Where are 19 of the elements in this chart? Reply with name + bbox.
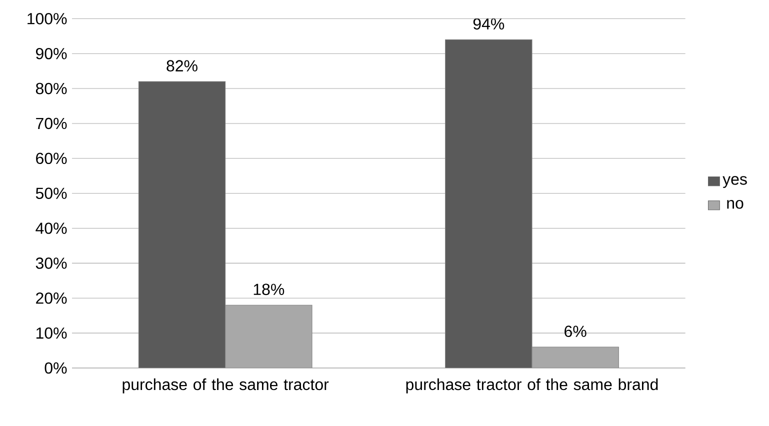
data-label: 18% xyxy=(254,284,284,296)
y-tick-label: 20% xyxy=(36,292,67,304)
y-tick-label: 100% xyxy=(28,13,67,24)
y-tick-label: 90% xyxy=(36,48,67,60)
y-tick-label: 80% xyxy=(36,82,67,94)
y-tick-label: 60% xyxy=(36,152,67,164)
legend-label: no xyxy=(727,200,744,209)
x-tick-label: purchase tractor of the same brand xyxy=(406,378,658,394)
data-label: 82% xyxy=(166,60,198,72)
y-tick-label: 40% xyxy=(36,222,67,234)
data-label: 94% xyxy=(473,18,504,30)
y-tick-label: 10% xyxy=(36,327,67,339)
x-tick-label: purchase of the same tractor xyxy=(122,378,329,394)
y-tick-label: 70% xyxy=(36,118,67,130)
y-tick-label: 50% xyxy=(36,188,67,199)
legend-label: yes xyxy=(722,176,747,188)
y-tick-label: 0% xyxy=(44,362,67,374)
y-tick-label: 30% xyxy=(36,258,67,269)
data-label: 6% xyxy=(564,326,586,337)
